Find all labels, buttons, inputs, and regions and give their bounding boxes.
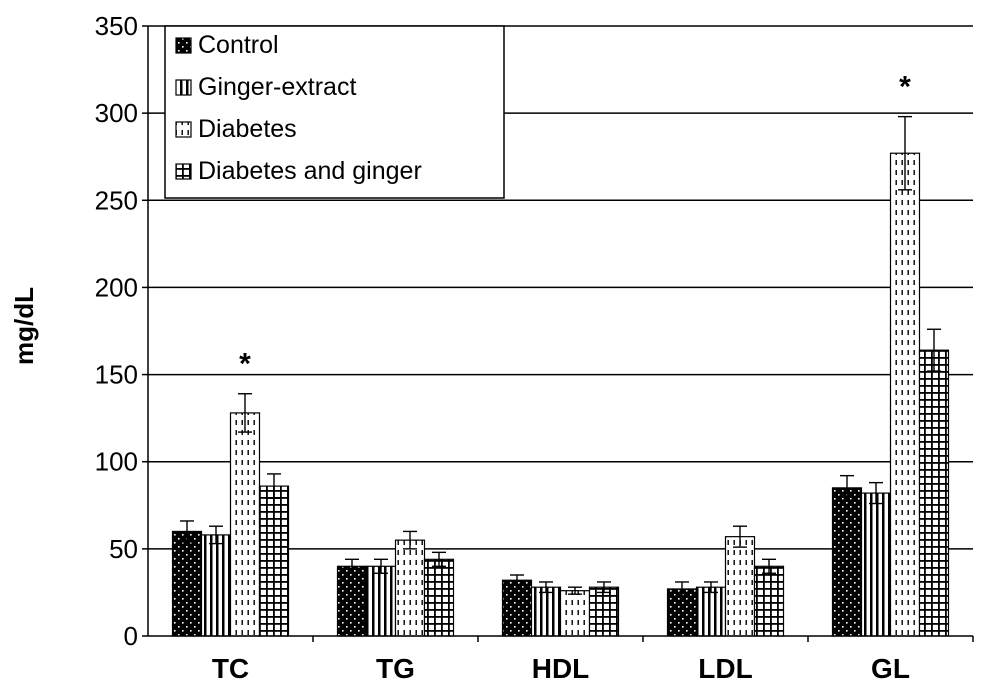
bar [588,586,620,637]
bar [724,536,756,637]
y-tick-label: 200 [95,272,138,302]
annotations: ** [239,71,911,381]
y-tick-label: 350 [95,11,138,41]
legend-label: Ginger-extract [198,73,356,101]
bar [423,558,455,637]
bar [336,565,368,637]
bar [753,565,785,637]
bar [394,539,426,637]
bar [666,588,698,637]
bar [258,485,290,637]
legend-label: Diabetes [198,115,297,143]
y-tick-label: 150 [95,360,138,390]
x-category-label: HDL [532,653,590,684]
axes [142,25,974,642]
y-tick-label: 300 [95,98,138,128]
y-axis-title: mg/dL [9,287,39,365]
legend-label: Diabetes and ginger [198,157,422,185]
bars [171,115,950,637]
bar [501,579,533,637]
legend-swatch [175,37,192,54]
legend-swatch [175,79,192,96]
legend: Control Ginger-extract Diabetes Diabetes an… [164,25,505,199]
bar [559,590,591,637]
x-category-label: TC [212,653,249,684]
legend-swatch [175,121,192,138]
significance-asterisk: * [239,348,251,381]
bar [365,565,397,637]
y-tick-label: 0 [124,621,138,651]
x-category-label: LDL [698,653,752,684]
bar [530,586,562,637]
bar [918,349,950,637]
bar [860,492,892,637]
bar [695,586,727,637]
significance-asterisk: * [899,71,911,104]
y-tick-label: 50 [109,534,138,564]
bar [200,534,232,637]
bar [831,487,863,637]
legend-swatch [175,163,192,180]
x-category-labels: TC TG HDL LDL GL [212,653,910,684]
bar [229,412,261,637]
legend-label: Control [198,31,279,59]
legend-box [164,25,505,199]
bar [889,152,921,637]
y-tick-label: 250 [95,185,138,215]
x-category-label: GL [871,653,910,684]
y-tick-label: 100 [95,447,138,477]
x-category-label: TG [376,653,415,684]
bar [171,530,203,637]
y-tick-labels: 0 50 100 150 200 250 300 350 [95,11,138,651]
